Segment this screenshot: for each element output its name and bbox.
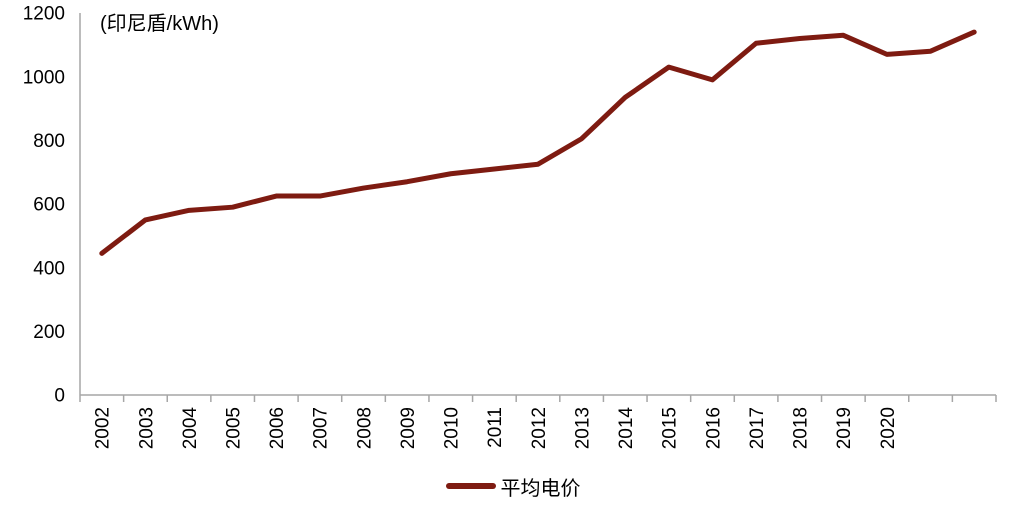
y-axis-unit-label: (印尼盾/kWh) [100,13,219,35]
y-axis-tick-label: 1000 [23,67,65,88]
x-axis-tick-label: 2017 [747,407,768,449]
x-axis-tick-label: 2015 [660,407,681,449]
y-axis-tick-label: 600 [33,195,65,216]
y-axis-tick-label: 0 [54,386,65,407]
x-axis-tick-label: 2016 [703,407,724,449]
x-axis-tick-label: 2012 [529,407,550,449]
x-axis-tick-label: 2019 [834,407,855,449]
x-axis-tick-label: 2008 [354,407,375,449]
x-axis-tick-label: 2007 [311,407,332,449]
y-axis-tick-label: 200 [33,322,65,343]
x-axis-tick-label: 2004 [180,407,201,450]
y-axis-tick-label: 800 [33,131,65,152]
x-axis-tick-label: 2010 [442,407,463,449]
x-axis-tick-label: 2013 [572,407,593,449]
y-axis-tick-label: 400 [33,258,65,279]
x-axis-tick-label: 2011 [485,407,506,448]
x-axis-tick-label: 2006 [267,407,288,449]
x-axis-tick-label: 2009 [398,407,419,449]
series-line [99,29,977,256]
legend-line-swatch [445,483,496,489]
x-axis-tick-label: 2020 [878,407,899,449]
x-axis-tick-label: 2005 [224,407,245,449]
x-axis-tick-label: 2014 [616,407,637,450]
x-axis-tick-label: 2018 [791,407,812,449]
legend-label: 平均电价 [500,477,581,500]
x-axis-tick-label: 2002 [93,407,114,449]
y-axis-tick-label: 1200 [23,4,65,25]
x-axis-tick-label: 2003 [136,407,157,449]
legend: 平均电价 [0,474,1026,500]
